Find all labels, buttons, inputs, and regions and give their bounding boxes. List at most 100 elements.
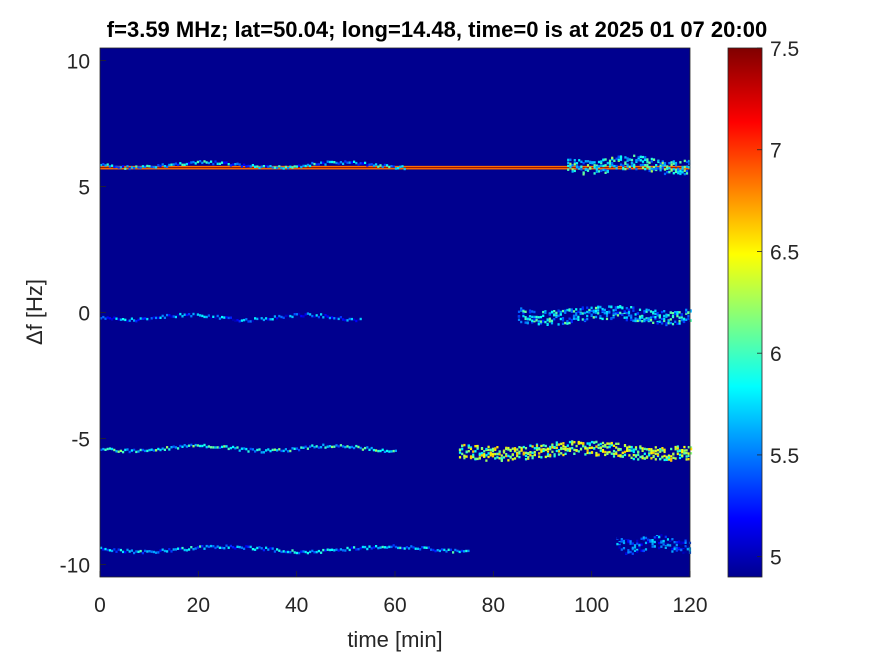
heatmap-cell (419, 548, 422, 551)
heatmap-cell (593, 172, 596, 175)
heatmap-cell (441, 548, 444, 551)
heatmap-cell (326, 160, 329, 163)
heatmap-cell (524, 321, 527, 324)
heatmap-cell (489, 448, 492, 451)
heatmap-cell (269, 449, 272, 453)
heatmap-cell (331, 548, 334, 551)
heatmap-cell (463, 454, 466, 457)
heatmap-cell (601, 309, 604, 313)
heatmap-cell (681, 166, 684, 169)
heatmap-cell (638, 316, 642, 320)
heatmap-cell (350, 546, 353, 549)
heatmap-cell (678, 456, 682, 460)
heatmap-cell (630, 449, 633, 452)
heatmap-cell (614, 308, 617, 311)
heatmap-cell (657, 167, 660, 170)
heatmap-cell (517, 310, 521, 313)
heatmap-cell (685, 308, 688, 312)
heatmap-cell (656, 312, 659, 315)
heatmap-cell (416, 547, 419, 550)
heatmap-cell (249, 447, 252, 451)
heatmap-cell (529, 454, 532, 457)
heatmap-cell (339, 444, 342, 447)
heatmap-cell (562, 453, 565, 457)
heatmap-cell (639, 164, 642, 167)
heatmap-cell (671, 543, 674, 546)
heatmap-cell (628, 454, 631, 457)
heatmap-cell (595, 451, 598, 455)
heatmap-cell (225, 445, 228, 448)
heatmap-cell (625, 318, 628, 322)
heatmap-cell (335, 444, 338, 447)
heatmap-cell (240, 546, 243, 549)
heatmap-cell (364, 161, 367, 165)
heatmap-cell (677, 541, 681, 545)
heatmap-cell (597, 443, 600, 447)
heatmap-cell (631, 546, 634, 550)
heatmap-cell (682, 545, 685, 549)
heatmap-cell (665, 315, 668, 318)
heatmap-cell (494, 457, 497, 460)
heatmap-cell (548, 320, 551, 323)
heatmap-cell (608, 305, 611, 308)
heatmap-cell (170, 446, 173, 449)
heatmap-cell (300, 550, 303, 553)
heatmap-cell (348, 446, 351, 449)
heatmap-cell (672, 452, 675, 456)
heatmap-cell (148, 448, 151, 452)
heatmap-cell (688, 159, 691, 163)
heatmap-cell (460, 549, 463, 553)
heatmap-cell (518, 450, 521, 453)
heatmap-cell (643, 319, 646, 323)
heatmap-cell (626, 447, 629, 451)
heatmap-cell (152, 449, 155, 452)
heatmap-cell (613, 159, 616, 162)
heatmap-cell (377, 449, 380, 453)
heatmap-cell (660, 540, 663, 543)
heatmap-cell (300, 165, 303, 169)
heatmap-cell (687, 454, 690, 458)
heatmap-cell (238, 545, 241, 549)
heatmap-cell (359, 446, 362, 450)
heatmap-cell (397, 167, 400, 170)
heatmap-cell (190, 443, 193, 447)
heatmap-cell (392, 165, 395, 168)
heatmap-cell (190, 161, 193, 164)
heatmap-cell (669, 311, 672, 314)
heatmap-cell (622, 541, 626, 545)
heatmap-cell (265, 165, 268, 168)
heatmap-cell (606, 169, 609, 173)
heatmap-cell (672, 168, 675, 171)
heatmap-cell (677, 167, 680, 171)
heatmap-cell (254, 450, 257, 453)
heatmap-cell (687, 458, 690, 461)
heatmap-cell (584, 168, 587, 171)
heatmap-cell (606, 452, 609, 455)
heatmap-cell (507, 446, 510, 450)
heatmap-cell (641, 449, 644, 452)
heatmap-cell (643, 447, 646, 451)
heatmap-cell (397, 546, 400, 550)
heatmap-cell (170, 163, 173, 166)
heatmap-cell (183, 163, 186, 166)
heatmap-cell (476, 457, 479, 461)
heatmap-cell (640, 537, 643, 540)
heatmap-cell (350, 317, 353, 321)
heatmap-cell (148, 319, 151, 322)
heatmap-cell (370, 547, 373, 550)
heatmap-cell (611, 156, 614, 160)
heatmap-cell (590, 313, 593, 316)
heatmap-cell (172, 315, 175, 318)
heatmap-cell (194, 547, 197, 550)
heatmap-cell (604, 445, 607, 448)
heatmap-cell (207, 545, 210, 548)
heatmap-cell (295, 551, 298, 555)
heatmap-cell (438, 549, 441, 553)
heatmap-cell (526, 321, 529, 324)
heatmap-cell (273, 448, 276, 451)
heatmap-cell (567, 158, 570, 162)
heatmap-cell (199, 545, 202, 548)
heatmap-cell (390, 165, 393, 168)
heatmap-cell (562, 447, 565, 450)
heatmap-cell (586, 310, 589, 314)
